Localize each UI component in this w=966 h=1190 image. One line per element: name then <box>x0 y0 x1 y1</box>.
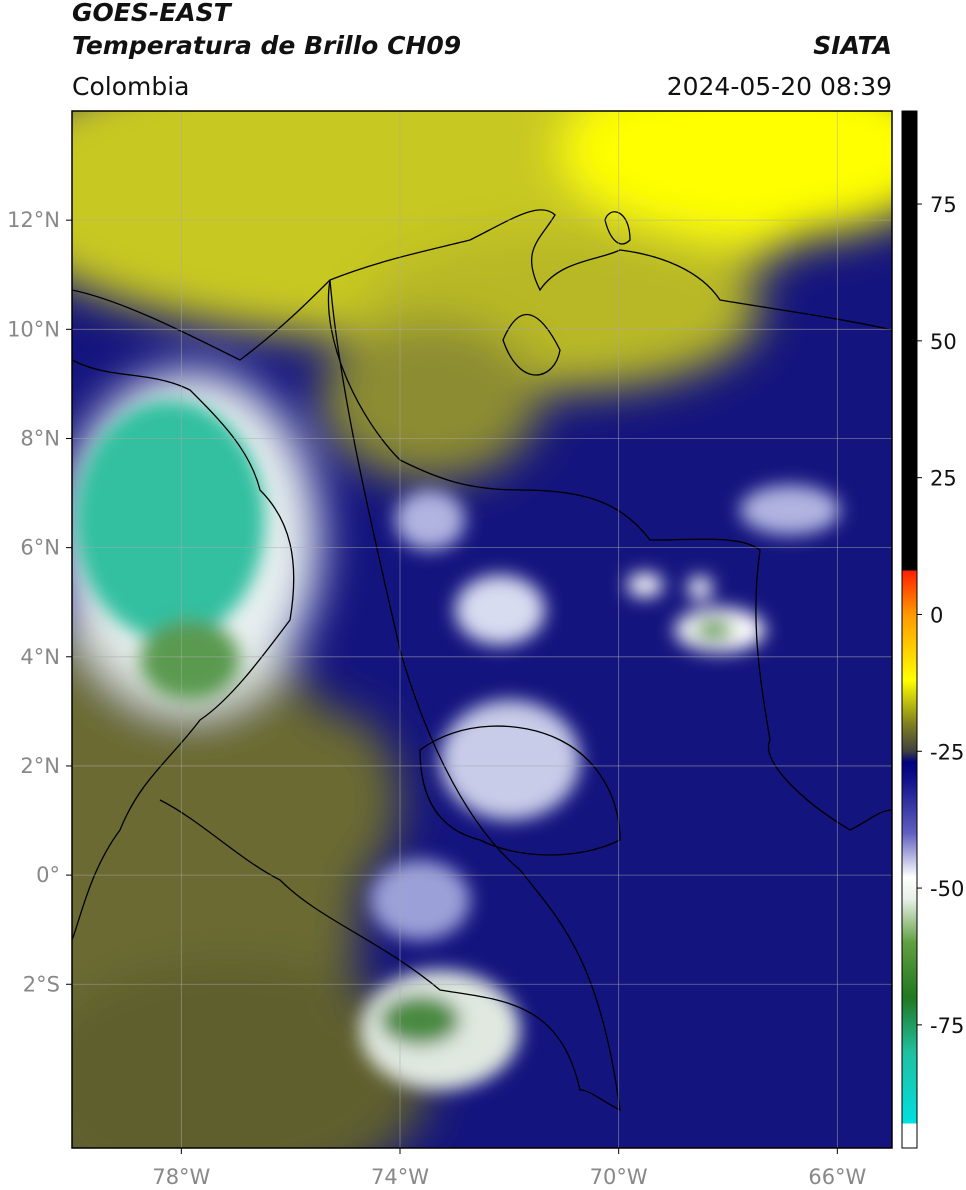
x-tick-label: 74°W <box>371 1165 429 1189</box>
y-tick-label: 10°N <box>7 317 60 341</box>
satellite-image <box>72 111 892 1148</box>
y-tick-label: 0° <box>36 863 60 887</box>
title: GOES-EAST <box>72 0 233 27</box>
x-tick-label: 66°W <box>808 1165 866 1189</box>
colorbar-tick-label: -75 <box>930 1014 964 1038</box>
colorbar-tick-label: 25 <box>930 467 957 491</box>
x-tick-label: 78°W <box>152 1165 210 1189</box>
y-tick-label: 4°N <box>20 645 60 669</box>
region: Colombia <box>72 72 189 101</box>
colorbar-tick-label: 75 <box>930 193 957 217</box>
y-tick-label: 2°N <box>20 754 60 778</box>
y-tick-label: 2°S <box>23 972 60 996</box>
colorbar-tick-label: 0 <box>930 603 943 627</box>
brand: SIATA <box>813 31 892 60</box>
colorbar-tick-label: -50 <box>930 877 964 901</box>
y-tick-label: 8°N <box>20 426 60 450</box>
y-tick-label: 6°N <box>20 536 60 560</box>
subtitle: Temperatura de Brillo CH09 <box>72 31 461 60</box>
map-frame <box>71 110 893 1149</box>
x-tick-label: 70°W <box>590 1165 648 1189</box>
colorbar <box>901 110 918 1149</box>
colorbar-tick-label: 50 <box>930 330 957 354</box>
datetime: 2024-05-20 08:39 <box>667 72 892 101</box>
colorbar-tick-label: -25 <box>930 740 964 764</box>
y-tick-label: 12°N <box>7 208 60 232</box>
